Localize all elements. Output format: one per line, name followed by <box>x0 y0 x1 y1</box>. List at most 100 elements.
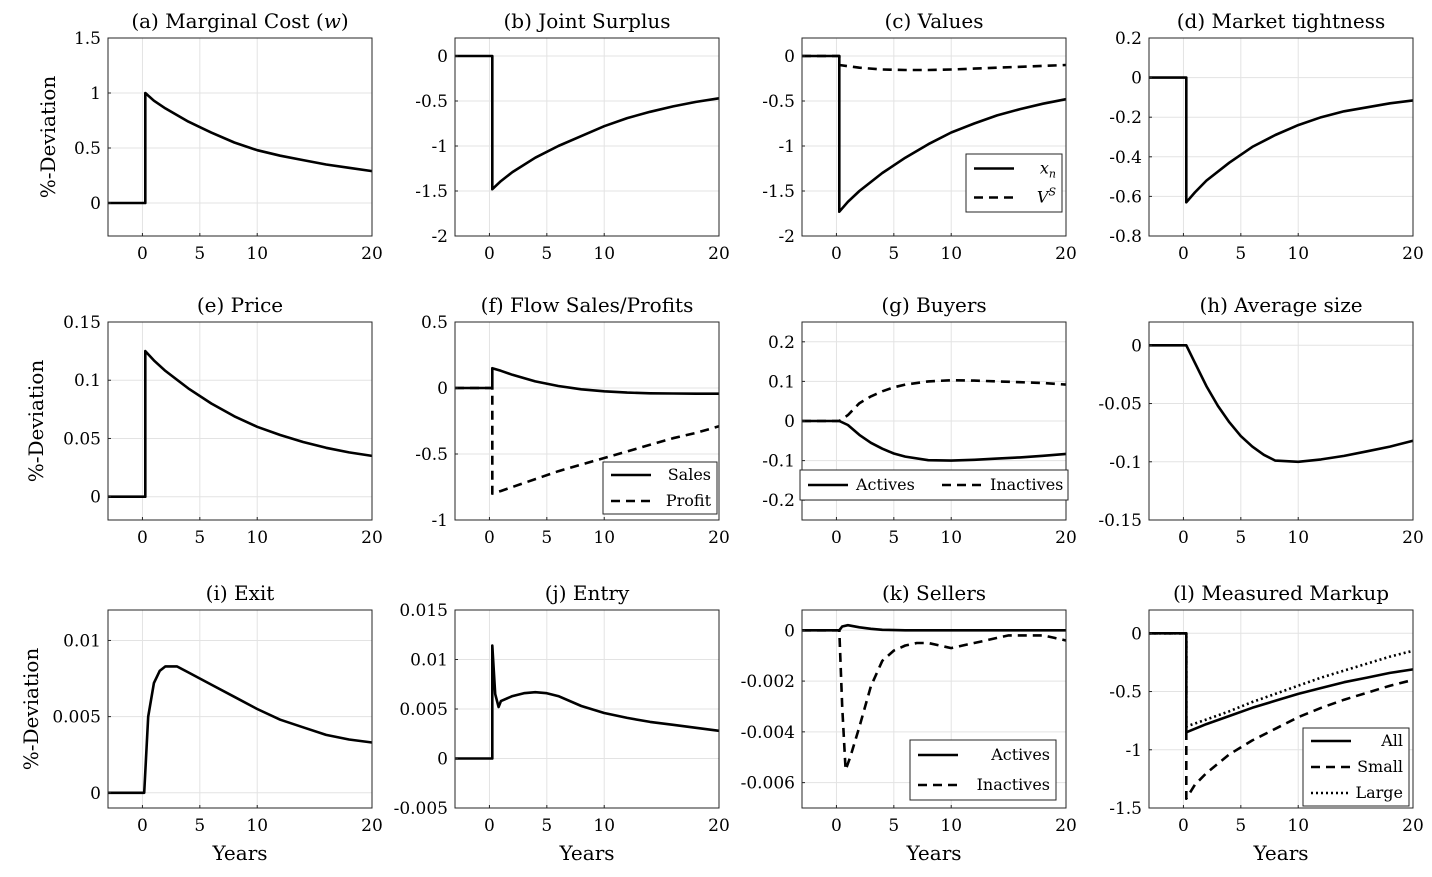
y-axis-label: %-Deviation <box>36 76 60 199</box>
x-axis-label: Years <box>1252 841 1308 865</box>
x-axis-label: Years <box>558 841 614 865</box>
y-tick-label: -0.5 <box>415 445 448 465</box>
x-tick-label: 20 <box>361 816 383 836</box>
y-tick-label: 0.005 <box>52 708 101 728</box>
x-tick-label: 10 <box>593 528 615 548</box>
y-tick-label: -0.006 <box>741 774 795 794</box>
y-tick-label: -0.15 <box>1098 511 1142 531</box>
panel-k: 0 5 10 20 -0.006 -0.004 -0.002 0 (k) Sellers Year… <box>741 581 1077 865</box>
y-tick-label: 0.1 <box>74 371 101 391</box>
x-tick-label: 0 <box>484 244 495 264</box>
axes-frame <box>801 609 1067 809</box>
axes-frame <box>454 37 720 237</box>
panel-title: (c) Values <box>884 9 983 33</box>
series-line-g-inactives <box>802 378 1067 423</box>
legend: xn VS <box>965 153 1063 213</box>
series-line-e-0 <box>108 349 373 499</box>
legend-label: xn <box>1040 159 1056 181</box>
x-tick-label: 20 <box>1055 528 1077 548</box>
y-tick-label: -0.002 <box>741 672 795 692</box>
y-tick-label: 0.1 <box>768 372 795 392</box>
panel-c: 0 5 10 20 -2 -1.5 -1 -0.5 0 (c) Values xn VS <box>762 9 1077 264</box>
x-tick-label: 0 <box>1178 528 1189 548</box>
x-tick-label: 10 <box>246 816 268 836</box>
x-tick-label: 10 <box>1287 528 1309 548</box>
panel-title: (a) Marginal Cost (w) <box>131 9 348 33</box>
y-tick-label: -1.5 <box>1109 799 1142 819</box>
x-tick-label: 10 <box>246 528 268 548</box>
series-line-c-v-s <box>802 54 1067 72</box>
panel-title: (f) Flow Sales/Profits <box>481 293 694 317</box>
y-tick-label: 0 <box>437 379 448 399</box>
legend: Actives Inactives <box>799 469 1069 501</box>
y-tick-label: 0 <box>437 47 448 67</box>
panel-title: (l) Measured Markup <box>1173 581 1389 605</box>
y-tick-label: -0.004 <box>741 723 795 743</box>
panel-d: 0 5 10 20 -0.8 -0.6 -0.4 -0.2 0 0.2 (d) Market tig… <box>1109 9 1424 264</box>
x-tick-label: 20 <box>1402 244 1424 264</box>
y-axis-label: %-Deviation <box>19 648 43 771</box>
series-line-h-0 <box>1149 343 1414 464</box>
series-line-c-x-n <box>802 54 1067 213</box>
panel-f: 0 5 10 20 -1 -0.5 0 0.5 (f) Flow Sales/Profits Sa… <box>415 293 730 548</box>
y-tick-label: 0 <box>1131 69 1142 89</box>
x-tick-label: 5 <box>888 816 899 836</box>
series-line-d-0 <box>1149 76 1414 204</box>
legend-label: Inactives <box>990 475 1063 494</box>
legend-label: Inactives <box>977 775 1050 794</box>
x-tick-label: 20 <box>361 244 383 264</box>
legend-label: Large <box>1355 783 1403 802</box>
y-tick-label: 0.5 <box>421 313 448 333</box>
series-line-g-actives <box>802 419 1067 462</box>
y-tick-label: 0.15 <box>63 313 101 333</box>
y-tick-label: 0 <box>1131 624 1142 644</box>
x-axis-label: Years <box>905 841 961 865</box>
y-tick-label: -1 <box>431 511 448 531</box>
x-tick-label: 0 <box>831 244 842 264</box>
series-line-l-all <box>1149 631 1414 734</box>
x-tick-label: 20 <box>361 528 383 548</box>
axes-frame <box>801 37 1067 237</box>
x-tick-label: 0 <box>484 816 495 836</box>
y-tick-label: 0.015 <box>399 601 448 621</box>
x-tick-label: 10 <box>1287 244 1309 264</box>
x-tick-label: 20 <box>708 244 730 264</box>
legend-label: Small <box>1357 757 1403 776</box>
x-tick-label: 20 <box>1402 816 1424 836</box>
y-tick-label: -1 <box>1125 741 1142 761</box>
y-tick-label: -0.6 <box>1109 187 1142 207</box>
series-line-i-0 <box>108 665 373 795</box>
x-tick-label: 10 <box>246 244 268 264</box>
series-line-f-sales <box>455 366 719 396</box>
y-tick-label: 0 <box>90 194 101 214</box>
panel-i: 0 5 10 20 0 0.005 0.01 (i) Exit %-Deviation Years <box>19 581 383 865</box>
x-tick-label: 5 <box>1235 244 1246 264</box>
y-tick-label: -0.5 <box>762 92 795 112</box>
y-tick-label: -0.05 <box>1098 395 1142 415</box>
series-line-l-large <box>1149 631 1414 728</box>
legend-box <box>602 461 718 515</box>
x-tick-label: 5 <box>1235 528 1246 548</box>
axes-frame <box>1148 37 1414 237</box>
panel-title: (d) Market tightness <box>1177 9 1385 33</box>
legend-label: Sales <box>668 465 711 484</box>
legend-label: VS <box>1037 186 1057 207</box>
x-tick-label: 10 <box>1287 816 1309 836</box>
panel-title: (g) Buyers <box>881 293 986 317</box>
x-tick-label: 10 <box>940 816 962 836</box>
y-axis-label: %-Deviation <box>24 360 48 483</box>
y-tick-label: -2 <box>431 227 448 247</box>
x-tick-label: 20 <box>1402 528 1424 548</box>
legend-box <box>909 739 1057 801</box>
x-tick-label: 20 <box>708 816 730 836</box>
axes-frame <box>454 321 720 521</box>
panel-h: 0 5 10 20 -0.15 -0.1 -0.05 0 (h) Average size <box>1098 293 1423 548</box>
y-tick-label: 0.5 <box>74 139 101 159</box>
legend: Actives Inactives <box>909 739 1057 801</box>
y-tick-label: -0.1 <box>762 452 795 472</box>
x-tick-label: 20 <box>1055 816 1077 836</box>
y-tick-label: 0 <box>784 412 795 432</box>
y-tick-label: -0.5 <box>1109 683 1142 703</box>
y-tick-label: -0.4 <box>1109 148 1142 168</box>
x-tick-label: 0 <box>137 528 148 548</box>
